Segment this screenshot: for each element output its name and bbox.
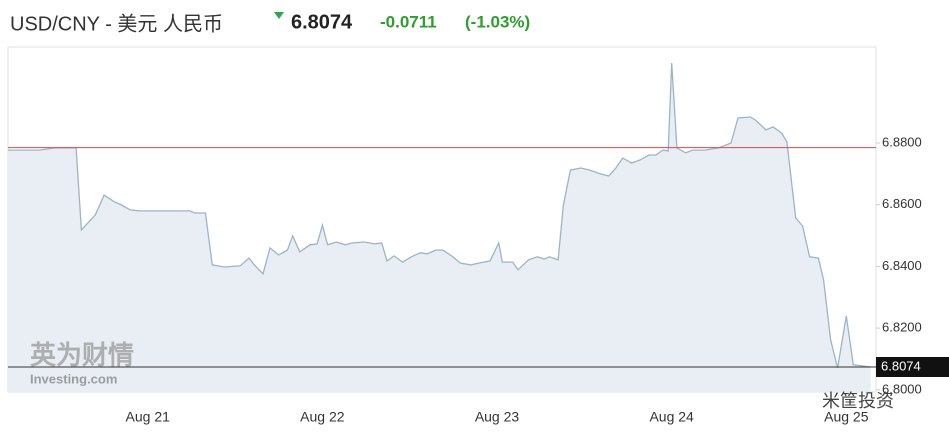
watermark: Investing.com xyxy=(30,371,117,386)
y-tick-label: 6.8600 xyxy=(882,196,922,211)
line xyxy=(8,62,871,369)
area xyxy=(8,63,871,392)
y-tick-label: 6.8400 xyxy=(882,258,922,273)
price-box xyxy=(876,357,949,378)
watermark: 米筐投资 xyxy=(822,391,894,411)
y-tick-label: 6.8200 xyxy=(882,320,922,335)
x-tick-label: Aug 24 xyxy=(649,409,694,425)
x-tick-label: Aug 22 xyxy=(300,409,345,425)
y-tick-label: 6.8000 xyxy=(882,381,922,396)
price-label: 6.8074 xyxy=(881,358,921,373)
icon xyxy=(274,12,284,19)
y-tick-label: 6.8800 xyxy=(882,134,922,149)
x-tick-label: Aug 23 xyxy=(475,409,520,425)
watermark: 英为财情 xyxy=(30,340,134,370)
change: -0.0711 xyxy=(380,12,437,31)
price: 6.8074 xyxy=(291,11,353,33)
change-percent: (-1.03%) xyxy=(465,12,530,31)
x-tick-label: Aug 21 xyxy=(126,409,171,425)
x-tick-label: Aug 25 xyxy=(824,409,869,425)
chart-title: USD/CNY - 美元 人民币 xyxy=(10,12,223,35)
